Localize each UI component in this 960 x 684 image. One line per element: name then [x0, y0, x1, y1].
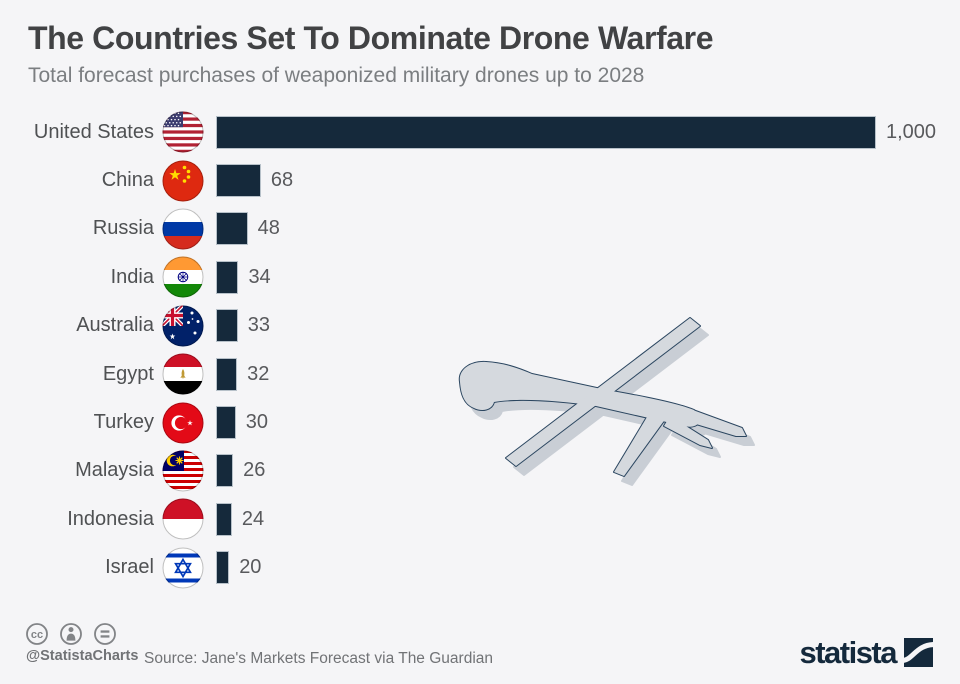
value-label: 24 — [241, 507, 265, 530]
value-label: 20 — [239, 556, 262, 579]
statista-wordmark: statista — [799, 635, 897, 670]
bar-chart: United States — [0, 108, 960, 592]
country-label: Indonesia — [67, 507, 154, 530]
value-bar — [216, 551, 230, 585]
chart-row: Israel 20 — [0, 544, 960, 592]
flag-indonesia-icon — [162, 498, 204, 540]
value-bar — [216, 357, 238, 391]
svg-text:cc: cc — [31, 629, 43, 641]
value-label: 68 — [270, 169, 294, 192]
equals-icon — [94, 623, 116, 645]
cc-license-badge: cc — [26, 623, 116, 645]
value-label: 30 — [245, 411, 269, 434]
country-label: United States — [33, 120, 154, 143]
value-bar — [216, 212, 248, 246]
statista-logo-mark — [904, 638, 933, 667]
flag-israel-icon — [162, 547, 204, 589]
flag-australia-icon — [162, 305, 204, 347]
value-label: 48 — [257, 217, 280, 240]
country-label: India — [110, 265, 154, 288]
cc-icon — [26, 623, 48, 645]
chart-row: Indonesia 24 — [0, 495, 960, 543]
chart-row: United States — [0, 108, 960, 156]
country-label: Israel — [105, 556, 154, 579]
country-label: Australia — [76, 314, 154, 337]
flag-china-icon — [162, 160, 204, 202]
value-bar — [216, 454, 234, 488]
value-bar — [216, 502, 232, 536]
value-label: 26 — [243, 459, 266, 482]
chart-row: Turkey 30 — [0, 398, 960, 446]
flag-egypt-icon — [162, 353, 204, 395]
value-label: 34 — [248, 265, 271, 288]
value-bar — [216, 115, 876, 149]
flag-united-states-icon — [162, 111, 204, 153]
chart-row: China 68 — [0, 156, 960, 204]
country-label: Russia — [92, 217, 154, 240]
flag-turkey-icon — [162, 402, 204, 444]
flag-india-icon — [162, 256, 204, 298]
header: The Countries Set To Dominate Drone Warf… — [28, 20, 714, 88]
country-label: Turkey — [93, 411, 154, 434]
chart-row: Egypt 32 — [0, 350, 960, 398]
value-bar — [216, 406, 236, 440]
flag-malaysia-icon — [162, 450, 204, 492]
chart-row: Russia 48 — [0, 205, 960, 253]
statista-logo: statista — [799, 637, 933, 668]
country-label: Egypt — [102, 362, 154, 385]
page-subtitle: Total forecast purchases of weaponized m… — [28, 64, 645, 87]
statista-handle: @StatistaCharts — [26, 648, 139, 664]
flag-russia-icon — [162, 208, 204, 250]
country-label: China — [101, 169, 154, 192]
chart-row: India 34 — [0, 253, 960, 301]
drone-icon — [458, 317, 747, 477]
value-bar — [216, 164, 261, 198]
country-label: Malaysia — [75, 459, 154, 482]
value-label: 1,000 — [886, 120, 937, 143]
page-title: The Countries Set To Dominate Drone Warf… — [28, 20, 714, 56]
attribution-icon — [60, 623, 82, 645]
value-label: 33 — [247, 314, 271, 337]
value-bar — [216, 260, 239, 294]
value-label: 32 — [247, 362, 270, 385]
chart-row: Australia — [0, 302, 960, 350]
value-bar — [216, 309, 238, 343]
source-text: Source: Jane's Markets Forecast via The … — [144, 650, 493, 667]
chart-row: Malaysia — [0, 447, 960, 495]
